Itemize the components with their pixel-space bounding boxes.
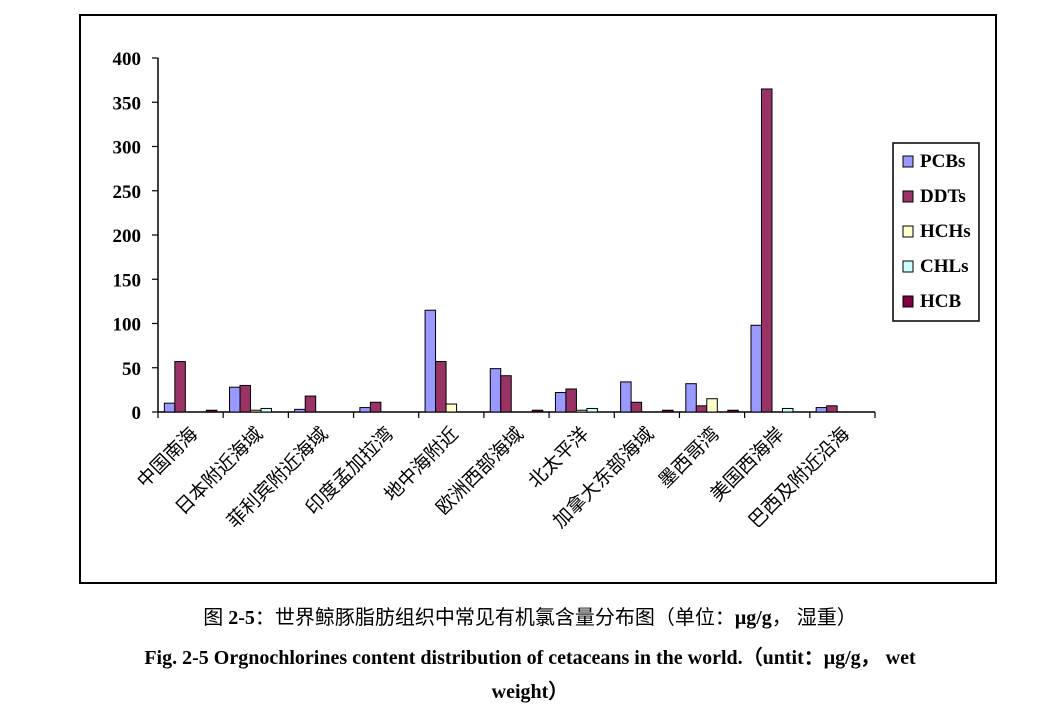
bar-pcbs-2 (294, 408, 306, 413)
y-tick-label-300: 300 (113, 138, 142, 159)
bar-ddts-6 (565, 388, 577, 413)
legend-swatch-hcb (902, 295, 914, 308)
bar-ddts-3 (369, 401, 382, 413)
bar-hcb-5 (531, 409, 544, 413)
legend-label-ddts: DDTs (920, 186, 966, 207)
y-tick-label-50: 50 (122, 359, 141, 380)
y-tick-label-400: 400 (113, 49, 142, 70)
caption-cn-text: ：世界鲸豚脂肪组织中常见有机氯含量分布图（单位： (254, 607, 735, 629)
y-tick-label-250: 250 (113, 182, 142, 203)
legend-label-hcb: HCB (920, 291, 962, 312)
bar-ddts-10 (826, 405, 838, 413)
bar-hchs-6 (575, 409, 588, 413)
chart-frame: 0 50 100 150 200 250 300 350 400 中国南海 日本附近海域 菲利宾附近海… (79, 14, 997, 584)
bar-hchs-4 (445, 403, 458, 413)
legend-label-chls: CHLs (920, 256, 969, 277)
bar-pcbs-3 (359, 407, 371, 413)
bar-hchs-8 (706, 398, 718, 413)
caption-english-line2: weight） (491, 681, 569, 703)
caption-chinese: 图 2-5：世界鲸豚脂肪组织中常见有机氯含量分布图（单位：μg/g， 湿重） (0, 601, 1060, 630)
bar-ddts-8 (695, 405, 708, 413)
bar-hcb-0 (205, 409, 218, 413)
bar-ddts-0 (174, 361, 186, 413)
bar-ddts-1 (239, 384, 252, 413)
bar-pcbs-5 (489, 368, 502, 413)
legend-swatch-ddts (902, 190, 914, 203)
bar-pcbs-4 (424, 309, 437, 413)
bar-chls-6 (586, 407, 598, 413)
bar-pcbs-1 (229, 386, 241, 413)
legend-swatch-pcbs (902, 155, 914, 168)
legend-swatch-chls (902, 260, 914, 273)
bar-pcbs-9 (750, 324, 762, 413)
bar-ddts-9 (760, 88, 773, 413)
bar-hcb-7 (662, 409, 674, 413)
bar-ddts-5 (500, 375, 512, 413)
bar-ddts-2 (304, 395, 317, 413)
caption-cn-prefix: 图 (203, 607, 229, 629)
bar-ddts-4 (435, 361, 447, 413)
y-tick-label-150: 150 (113, 270, 142, 291)
bar-pcbs-7 (620, 381, 632, 413)
y-tick-label-200: 200 (113, 226, 142, 247)
y-tick-label-0: 0 (132, 403, 142, 424)
legend-swatch-hchs (902, 225, 914, 238)
y-tick-label-350: 350 (113, 93, 142, 114)
bar-pcbs-6 (554, 392, 567, 413)
legend-label-hchs: HCHs (920, 221, 971, 242)
caption-cn-unit: μg/g (734, 607, 772, 629)
bar-chls-9 (781, 407, 794, 413)
legend-label-pcbs: PCBs (920, 151, 965, 172)
bar-pcbs-0 (163, 402, 176, 413)
caption-english-line1: Fig. 2-5 Orgnochlorines content distribu… (144, 647, 916, 669)
caption-cn-suffix: ， 湿重） (771, 607, 857, 629)
bar-chls-1 (260, 407, 273, 413)
bar-hcb-8 (727, 409, 739, 413)
y-tick-label-100: 100 (113, 315, 142, 336)
bar-pcbs-10 (815, 407, 828, 413)
caption-cn-number: 2-5 (228, 607, 255, 629)
bar-ddts-7 (630, 401, 643, 413)
bar-pcbs-8 (685, 383, 697, 413)
bar-hchs-1 (250, 409, 262, 413)
chart-svg: 050100150200250300350400中国南海日本附近海域菲利宾附近海… (113, 49, 980, 533)
